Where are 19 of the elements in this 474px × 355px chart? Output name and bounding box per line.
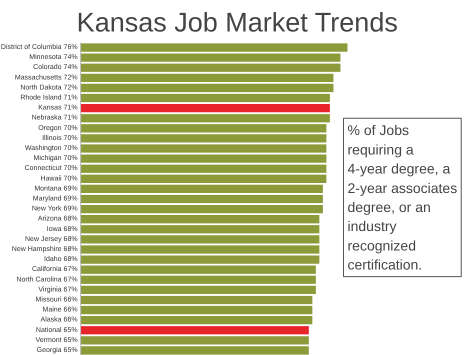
bar	[80, 104, 330, 112]
bar	[80, 134, 326, 143]
bar	[80, 84, 334, 92]
bar	[80, 346, 309, 355]
bar	[80, 43, 348, 52]
bar	[80, 144, 326, 153]
bar	[80, 245, 320, 254]
bar	[80, 184, 323, 194]
bar	[80, 316, 312, 324]
chart-title: Kansas Job Market Trends	[76, 8, 398, 38]
text: % of Jobs requiring a 4-year degree, a 2-year associates degree, or an industry recognized certification.	[348, 122, 458, 273]
bar	[80, 204, 323, 214]
bar	[80, 336, 309, 344]
bar	[80, 255, 320, 264]
bar	[80, 296, 312, 304]
bar	[80, 306, 312, 314]
bar	[80, 94, 330, 102]
bar	[80, 326, 309, 334]
bar	[80, 194, 323, 204]
